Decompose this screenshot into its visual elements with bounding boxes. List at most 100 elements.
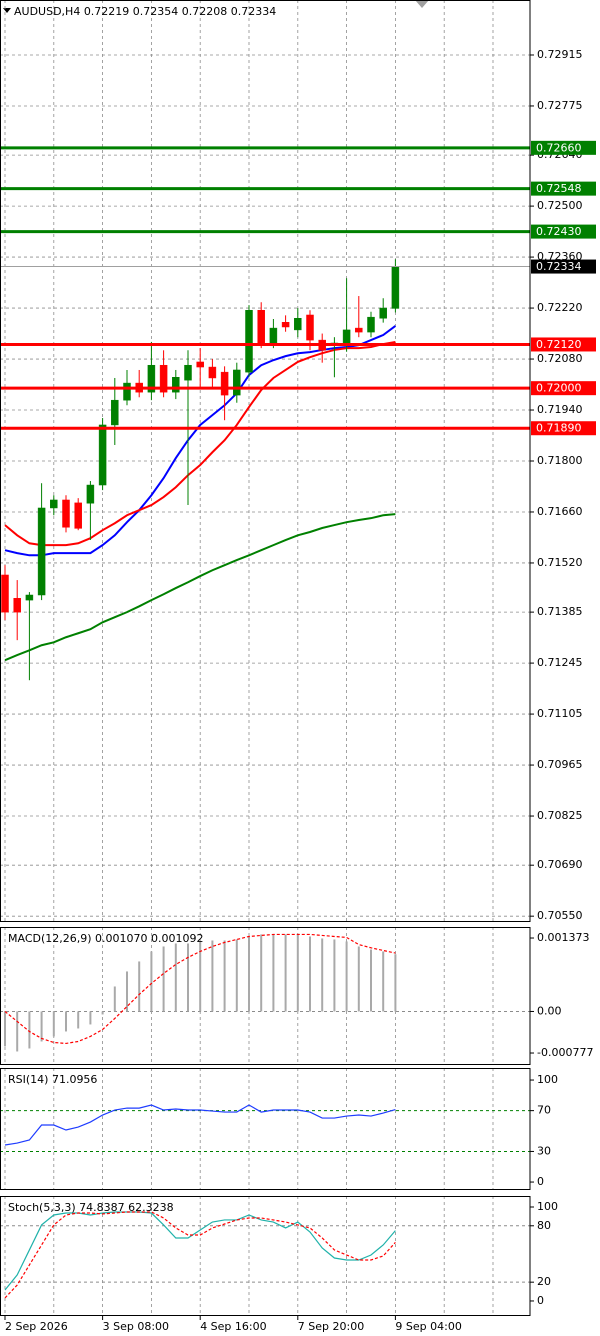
candle-body	[379, 307, 387, 319]
x-tick-label: 9 Sep 04:00	[395, 1320, 461, 1333]
histogram-bar	[187, 943, 189, 1012]
x-tick-label: 3 Sep 08:00	[103, 1320, 169, 1333]
last-price-box	[531, 259, 596, 274]
candle-body	[257, 309, 265, 344]
level-label: 0.71890	[536, 422, 582, 435]
x-tick-label: 4 Sep 16:00	[200, 1320, 266, 1333]
histogram-bar	[4, 1011, 6, 1047]
y-tick-label: 0.71245	[537, 656, 583, 669]
histogram-bar	[16, 1011, 19, 1052]
panel-title: MACD(12,26,9) 0.001070 0.001092	[8, 932, 204, 945]
y-tick-label: 0.72080	[537, 352, 583, 365]
y-tick-label: 0.001373	[537, 931, 590, 944]
candle-body	[233, 369, 241, 396]
candle-body	[367, 316, 375, 333]
candle-body	[355, 327, 363, 333]
candle-body	[123, 382, 131, 401]
histogram-bar	[113, 986, 116, 1012]
y-tick-label: 0.71385	[537, 605, 583, 618]
y-tick-label: 0.71660	[537, 505, 583, 518]
candle-body	[98, 424, 107, 486]
candle-body	[196, 361, 204, 368]
y-tick-label: 0.70550	[537, 909, 583, 922]
y-tick-label: 0	[537, 1294, 544, 1307]
histogram-bar	[333, 939, 336, 1012]
histogram-bar	[126, 971, 128, 1012]
histogram-bar	[284, 934, 287, 1012]
y-tick-label: -0.000777	[537, 1046, 593, 1059]
y-tick-label: 0.00	[537, 1004, 562, 1017]
panel-frame	[0, 1196, 531, 1316]
candle-body	[111, 399, 119, 426]
histogram-bar	[28, 1011, 31, 1049]
y-tick-label: 0	[537, 1175, 544, 1188]
indicator-line	[4, 933, 396, 1045]
panel-frame	[0, 927, 531, 1065]
indicator-line	[4, 1211, 396, 1299]
y-tick-label: 0.72220	[537, 301, 583, 314]
y-tick-label: 80	[537, 1219, 551, 1232]
candle-body	[86, 484, 95, 504]
candle-body	[147, 364, 156, 393]
y-tick-label: 0.71800	[537, 454, 583, 467]
candle-body	[37, 507, 46, 596]
panel-title: Stoch(5,3,3) 74.8387 62.3238	[8, 1201, 174, 1214]
y-tick-label: 0.72775	[537, 99, 583, 112]
histogram-bar	[382, 951, 385, 1012]
histogram-bar	[89, 1011, 92, 1025]
panel-frame	[0, 1068, 531, 1190]
level-label: 0.72548	[536, 182, 582, 195]
histogram-bar	[52, 1011, 55, 1037]
panel-title: AUDUSD,H4 0.72219 0.72354 0.72208 0.7233…	[14, 5, 276, 18]
candle-body	[25, 594, 34, 601]
histogram-bar	[296, 934, 299, 1012]
candle-body	[172, 376, 180, 393]
level-label-box	[531, 337, 596, 352]
y-tick-label: 0.70825	[537, 809, 583, 822]
candle-body	[342, 329, 351, 346]
y-tick-label: 0.70965	[537, 758, 583, 771]
y-tick-label: 0.72500	[537, 199, 583, 212]
histogram-bar	[162, 946, 165, 1012]
histogram-bar	[65, 1011, 67, 1032]
moving-average	[4, 325, 396, 557]
level-label-box	[531, 140, 596, 155]
candle-body	[391, 266, 400, 309]
candle-body	[50, 499, 58, 509]
histogram-bar	[248, 936, 250, 1012]
histogram-bar	[211, 940, 214, 1012]
y-tick-label: 0.71105	[537, 707, 583, 720]
histogram-bar	[77, 1011, 80, 1029]
shift-marker	[415, 0, 429, 8]
moving-average	[4, 340, 396, 547]
candle-body	[1, 574, 9, 613]
indicator-line	[4, 1104, 396, 1146]
menu-triangle	[3, 8, 11, 13]
level-label: 0.72660	[536, 141, 582, 154]
histogram-bar	[199, 941, 202, 1012]
x-tick-label: 7 Sep 20:00	[298, 1320, 364, 1333]
histogram-bar	[138, 961, 141, 1012]
panel-title: RSI(14) 71.0956	[8, 1073, 97, 1086]
candle-body	[306, 314, 314, 341]
level-label-box	[531, 181, 596, 196]
level-label-box	[531, 421, 596, 436]
histogram-bar	[260, 934, 263, 1012]
histogram-bar	[321, 938, 324, 1012]
level-label-box	[531, 381, 596, 396]
candle-body	[13, 598, 21, 613]
candle-body	[294, 318, 302, 331]
candle-body	[62, 499, 70, 528]
histogram-bar	[394, 954, 397, 1012]
y-tick-label: 70	[537, 1104, 551, 1117]
y-tick-label: 20	[537, 1275, 551, 1288]
level-label: 0.72000	[536, 382, 582, 395]
y-tick-label: 0.70690	[537, 858, 583, 871]
candle-body	[269, 327, 278, 344]
histogram-bar	[223, 940, 226, 1012]
histogram-bar	[309, 936, 311, 1012]
histogram-bar	[174, 943, 177, 1012]
